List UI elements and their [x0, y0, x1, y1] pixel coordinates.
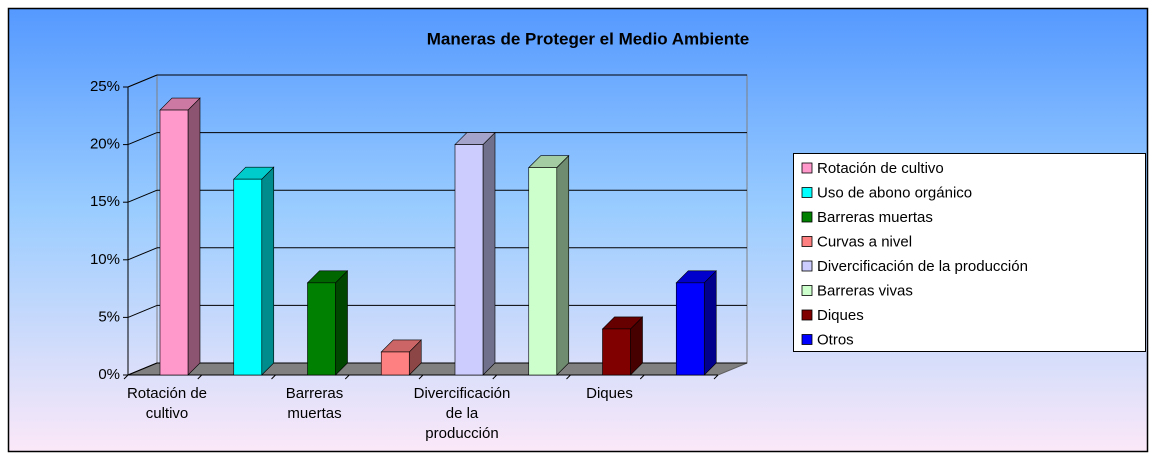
chart-title: Maneras de Proteger el Medio Ambiente — [427, 29, 749, 48]
legend-label: Barreras vivas — [817, 282, 913, 299]
bar — [159, 109, 189, 376]
bar-side — [703, 270, 717, 376]
legend-label: Curvas a nivel — [817, 233, 912, 250]
y-tick-label: 5% — [98, 308, 120, 325]
bar-side — [556, 154, 570, 376]
bar-side — [335, 270, 348, 376]
legend-label: Rotación de cultivo — [817, 160, 944, 177]
bar-side — [261, 166, 275, 376]
grid-line — [127, 304, 158, 318]
legend-swatch — [801, 334, 813, 345]
bar-side — [187, 97, 201, 376]
legend-label: Diques — [817, 307, 864, 324]
y-tick-label: 15% — [90, 193, 120, 210]
x-tick — [713, 374, 719, 380]
legend-swatch — [801, 260, 813, 272]
bar — [602, 328, 631, 376]
y-tick-label: 0% — [98, 366, 120, 383]
y-tick-label: 25% — [90, 78, 120, 95]
legend-label: Uso de abono orgánico — [817, 184, 972, 201]
grid-line — [127, 132, 158, 146]
floor — [127, 362, 748, 376]
legend-label: Otros — [817, 331, 854, 348]
y-tick-label: 20% — [90, 136, 120, 153]
bar — [307, 282, 336, 376]
legend-swatch — [801, 211, 813, 223]
bar — [454, 144, 484, 376]
x-tick — [271, 374, 276, 380]
grid-line — [127, 189, 158, 203]
bar — [528, 167, 558, 376]
grid-line — [127, 247, 158, 261]
y-tick-label: 10% — [90, 251, 120, 268]
bar — [675, 282, 705, 376]
legend-box — [793, 153, 1146, 352]
x-tick — [197, 374, 203, 380]
x-tick — [344, 374, 350, 380]
x-tick-label: Barreras muertas — [285, 385, 344, 422]
legend-swatch — [801, 309, 813, 321]
x-tick-label: Rotación de cultivo — [126, 385, 208, 422]
legend-swatch — [801, 285, 813, 296]
x-tick — [418, 374, 424, 380]
grid-line — [127, 74, 158, 88]
grid-line — [127, 362, 158, 376]
bar — [380, 351, 410, 376]
legend-swatch — [801, 187, 813, 198]
legend-swatch — [801, 162, 813, 174]
x-tick — [123, 374, 129, 380]
x-tick — [639, 374, 645, 380]
legend-label: Barreras muertas — [817, 209, 933, 226]
x-tick — [492, 374, 498, 380]
bar-side — [482, 131, 496, 376]
x-tick — [566, 374, 571, 380]
bar — [233, 178, 263, 376]
legend-label: Divercificación de la producción — [817, 258, 1028, 275]
x-tick-label: Divercificación de la producción — [413, 385, 511, 442]
x-tick-label: Diques — [586, 385, 633, 402]
legend-swatch — [801, 236, 813, 247]
